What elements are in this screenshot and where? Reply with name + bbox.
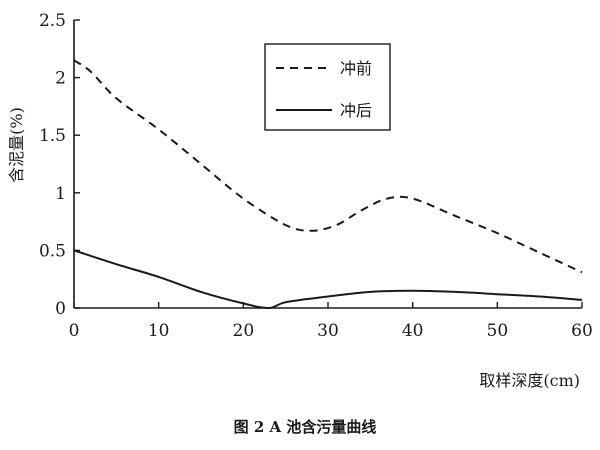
legend-label-series-0: 冲前 xyxy=(340,59,372,78)
legend: 冲前 冲后 xyxy=(264,43,391,131)
y-tick-label: 0 xyxy=(55,299,66,319)
x-tick-label: 60 xyxy=(571,321,593,341)
x-tick-label: 0 xyxy=(69,321,80,341)
x-axis-title: 取样深度(cm) xyxy=(479,371,580,390)
y-tick-label: 1 xyxy=(55,184,66,204)
y-tick-label: 1.5 xyxy=(39,126,66,146)
figure-caption: 图 2 A 池含污量曲线 xyxy=(234,418,377,436)
legend-label-series-1: 冲后 xyxy=(340,101,372,120)
y-axis-ticks: 0 0.5 1 1.5 2 2.5 xyxy=(39,11,80,319)
x-tick-label: 20 xyxy=(233,321,255,341)
x-tick-label: 30 xyxy=(317,321,339,341)
x-tick-label: 40 xyxy=(402,321,424,341)
x-tick-label: 10 xyxy=(148,321,170,341)
x-axis-ticks: 0 10 20 30 40 50 60 xyxy=(69,302,593,341)
legend-box xyxy=(264,43,391,131)
series-group xyxy=(73,59,583,310)
series-line-0 xyxy=(73,59,583,274)
y-tick-label: 2.5 xyxy=(39,11,66,31)
x-tick-label: 50 xyxy=(487,321,509,341)
y-tick-label: 0.5 xyxy=(39,241,66,261)
series-line-1 xyxy=(73,249,583,310)
y-tick-label: 2 xyxy=(55,69,66,89)
y-axis-title: 含泥量(%) xyxy=(7,107,26,183)
